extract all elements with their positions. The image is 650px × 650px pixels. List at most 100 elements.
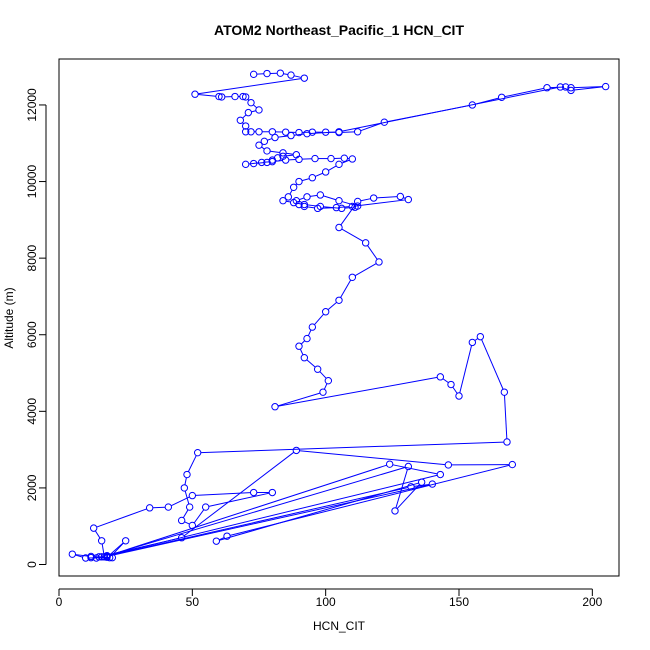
data-point	[348, 155, 357, 163]
data-point	[324, 376, 333, 385]
y-axis-label: Altitude (m)	[2, 287, 16, 348]
data-point	[476, 332, 485, 341]
data-point	[295, 177, 303, 186]
series-segment	[341, 228, 364, 242]
data-point	[300, 200, 309, 209]
y-tick-label: 2000	[25, 474, 39, 501]
series-segment	[184, 521, 190, 525]
series-segment	[277, 392, 321, 407]
data-point	[263, 69, 271, 78]
data-point	[255, 128, 263, 136]
series-segment	[360, 122, 382, 132]
data-point	[236, 116, 245, 124]
data-point	[335, 196, 343, 205]
data-point	[287, 71, 295, 79]
data-point	[340, 154, 349, 162]
data-point	[303, 334, 311, 343]
data-point	[201, 503, 210, 511]
data-point	[215, 92, 223, 101]
series-segment	[253, 104, 257, 109]
data-point	[335, 296, 343, 304]
series-segment	[109, 466, 406, 556]
data-point	[212, 537, 221, 545]
data-point	[313, 365, 322, 373]
data-point	[468, 101, 477, 109]
data-point	[503, 438, 511, 446]
series-segment	[442, 378, 449, 384]
series-segment	[283, 73, 288, 76]
series-segment	[307, 329, 312, 336]
data-point	[508, 460, 517, 469]
series-segment	[300, 340, 306, 345]
series-segment	[267, 138, 273, 141]
data-point	[279, 196, 287, 205]
data-point	[255, 141, 263, 149]
series-segment	[96, 508, 147, 528]
series-segment	[314, 313, 324, 325]
data-point	[263, 158, 271, 167]
series-segment	[481, 339, 504, 390]
series-segment	[109, 464, 387, 556]
series-segment	[367, 245, 378, 260]
series-segment	[396, 484, 420, 509]
series-segment	[94, 530, 101, 539]
series-segment	[101, 543, 105, 554]
series-segment	[184, 477, 187, 485]
series-segment	[183, 451, 295, 537]
data-point	[89, 524, 98, 532]
data-point	[361, 239, 370, 247]
data-point	[375, 258, 383, 266]
series-segment	[261, 146, 265, 150]
data-point	[68, 550, 77, 558]
series-segment	[75, 554, 83, 558]
series-segment	[504, 395, 508, 439]
data-point	[300, 74, 309, 82]
series-segment	[152, 506, 166, 509]
series-segment	[310, 194, 318, 197]
data-point	[468, 338, 477, 347]
data-point	[177, 516, 186, 525]
data-point	[103, 552, 111, 561]
data-point	[97, 537, 106, 545]
data-point	[239, 92, 247, 101]
data-point	[87, 552, 95, 561]
series-segment	[270, 150, 280, 153]
data-point	[247, 128, 255, 136]
series-segment	[306, 359, 316, 368]
data-point	[271, 403, 279, 411]
data-point	[241, 128, 250, 136]
data-point	[145, 504, 154, 512]
data-point	[81, 554, 90, 562]
series-segment	[328, 165, 337, 171]
series-segment	[459, 345, 473, 394]
data-point	[177, 534, 186, 542]
data-point	[271, 133, 279, 142]
data-point	[556, 83, 565, 91]
data-point	[444, 461, 453, 469]
series-segment	[340, 279, 352, 298]
series-segment	[301, 178, 310, 182]
x-tick-label: 150	[449, 595, 469, 609]
data-point	[428, 480, 437, 488]
data-point	[311, 154, 319, 163]
data-point	[396, 192, 405, 201]
data-point	[217, 93, 226, 101]
data-point	[601, 82, 610, 91]
data-point	[241, 93, 250, 101]
y-tick-label: 8000	[25, 244, 39, 271]
series-segment	[242, 114, 247, 119]
series-segment	[307, 206, 315, 209]
series-segment	[110, 486, 408, 556]
data-point	[497, 93, 506, 101]
data-point	[348, 273, 357, 281]
data-point	[308, 174, 317, 182]
series-segment	[171, 496, 190, 507]
y-tick-label: 4000	[25, 398, 39, 425]
data-point	[95, 553, 103, 561]
data-point	[404, 462, 413, 471]
data-point	[313, 204, 322, 213]
series-segment	[474, 338, 479, 341]
data-point	[436, 373, 445, 381]
series-segment	[504, 87, 544, 98]
